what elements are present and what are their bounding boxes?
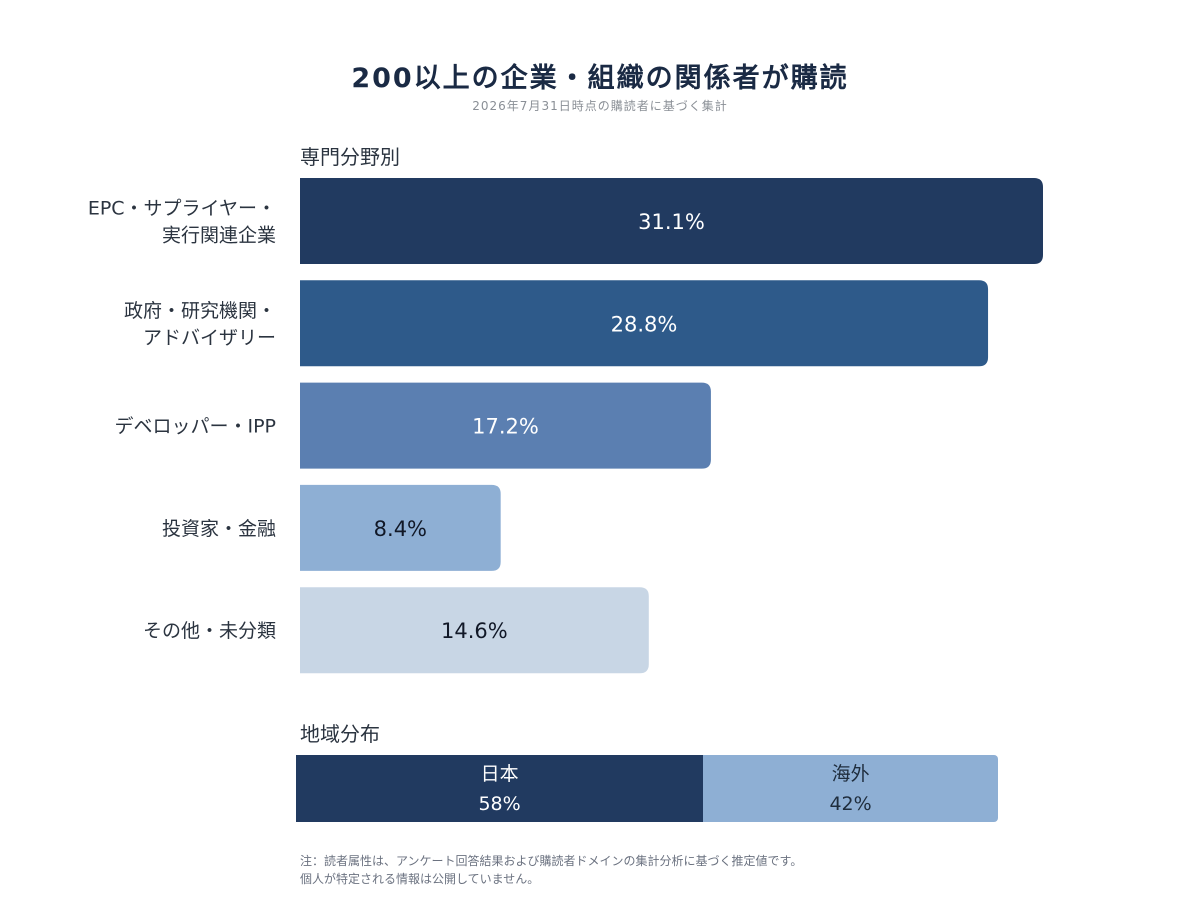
region-segment-name-0: 日本 [480, 762, 519, 785]
footnote-line-1: 注：読者属性は、アンケート回答結果および購読者ドメインの集計分析に基づく推定値で… [300, 854, 803, 868]
bar-value-label-0: 31.1% [638, 210, 705, 234]
region-segment-1: 海外 42% [703, 755, 998, 822]
category-label-line-1-0: 政府・研究機関・ [124, 300, 276, 322]
chart-title: 200以上の企業・組織の関係者が購読 [351, 63, 849, 94]
region-section-label: 地域分布 [300, 722, 380, 746]
bar-value-label-2: 17.2% [472, 415, 539, 439]
region-segment-value-1: 42% [829, 792, 872, 815]
category-label-line-0-0: EPC・サプライヤー・ [88, 198, 276, 220]
bar-value-label-1: 28.8% [611, 312, 678, 336]
bar-1 [300, 280, 989, 367]
bar-value-label-4: 14.6% [441, 619, 508, 643]
region-stacked-bar: 日本 58% 海外 42% [296, 755, 998, 822]
category-label-line-2-0: デベロッパー・IPP [114, 416, 276, 438]
bar-value-label-3: 8.4% [374, 517, 427, 541]
category-label-1: 政府・研究機関・アドバイザリー [124, 300, 276, 349]
bar-3 [300, 484, 501, 571]
region-segment-value-0: 58% [478, 792, 521, 815]
bar-2 [300, 382, 711, 469]
field-section-label: 専門分野別 [300, 145, 400, 169]
footnote-line-2: 個人が特定される情報は公開していません。 [300, 872, 540, 886]
category-label-3: 投資家・金融 [162, 518, 276, 540]
chart-subtitle: 2026年7月31日時点の購読者に基づく集計 [472, 99, 728, 113]
category-label-0: EPC・サプライヤー・実行関連企業 [88, 198, 276, 247]
bar-0 [300, 178, 1043, 264]
category-label-line-1-1: アドバイザリー [143, 327, 276, 349]
category-label-line-3-0: 投資家・金融 [162, 518, 276, 540]
category-label-line-4-0: その他・未分類 [143, 620, 276, 642]
category-label-4: その他・未分類 [143, 620, 276, 642]
bar-4 [300, 587, 649, 674]
region-segment-0: 日本 58% [296, 755, 704, 822]
region-segment-name-1: 海外 [831, 762, 870, 785]
footnote: 注：読者属性は、アンケート回答結果および購読者ドメインの集計分析に基づく推定値で… [300, 852, 802, 888]
category-label-line-0-1: 実行関連企業 [162, 225, 276, 247]
category-label-2: デベロッパー・IPP [114, 416, 276, 438]
